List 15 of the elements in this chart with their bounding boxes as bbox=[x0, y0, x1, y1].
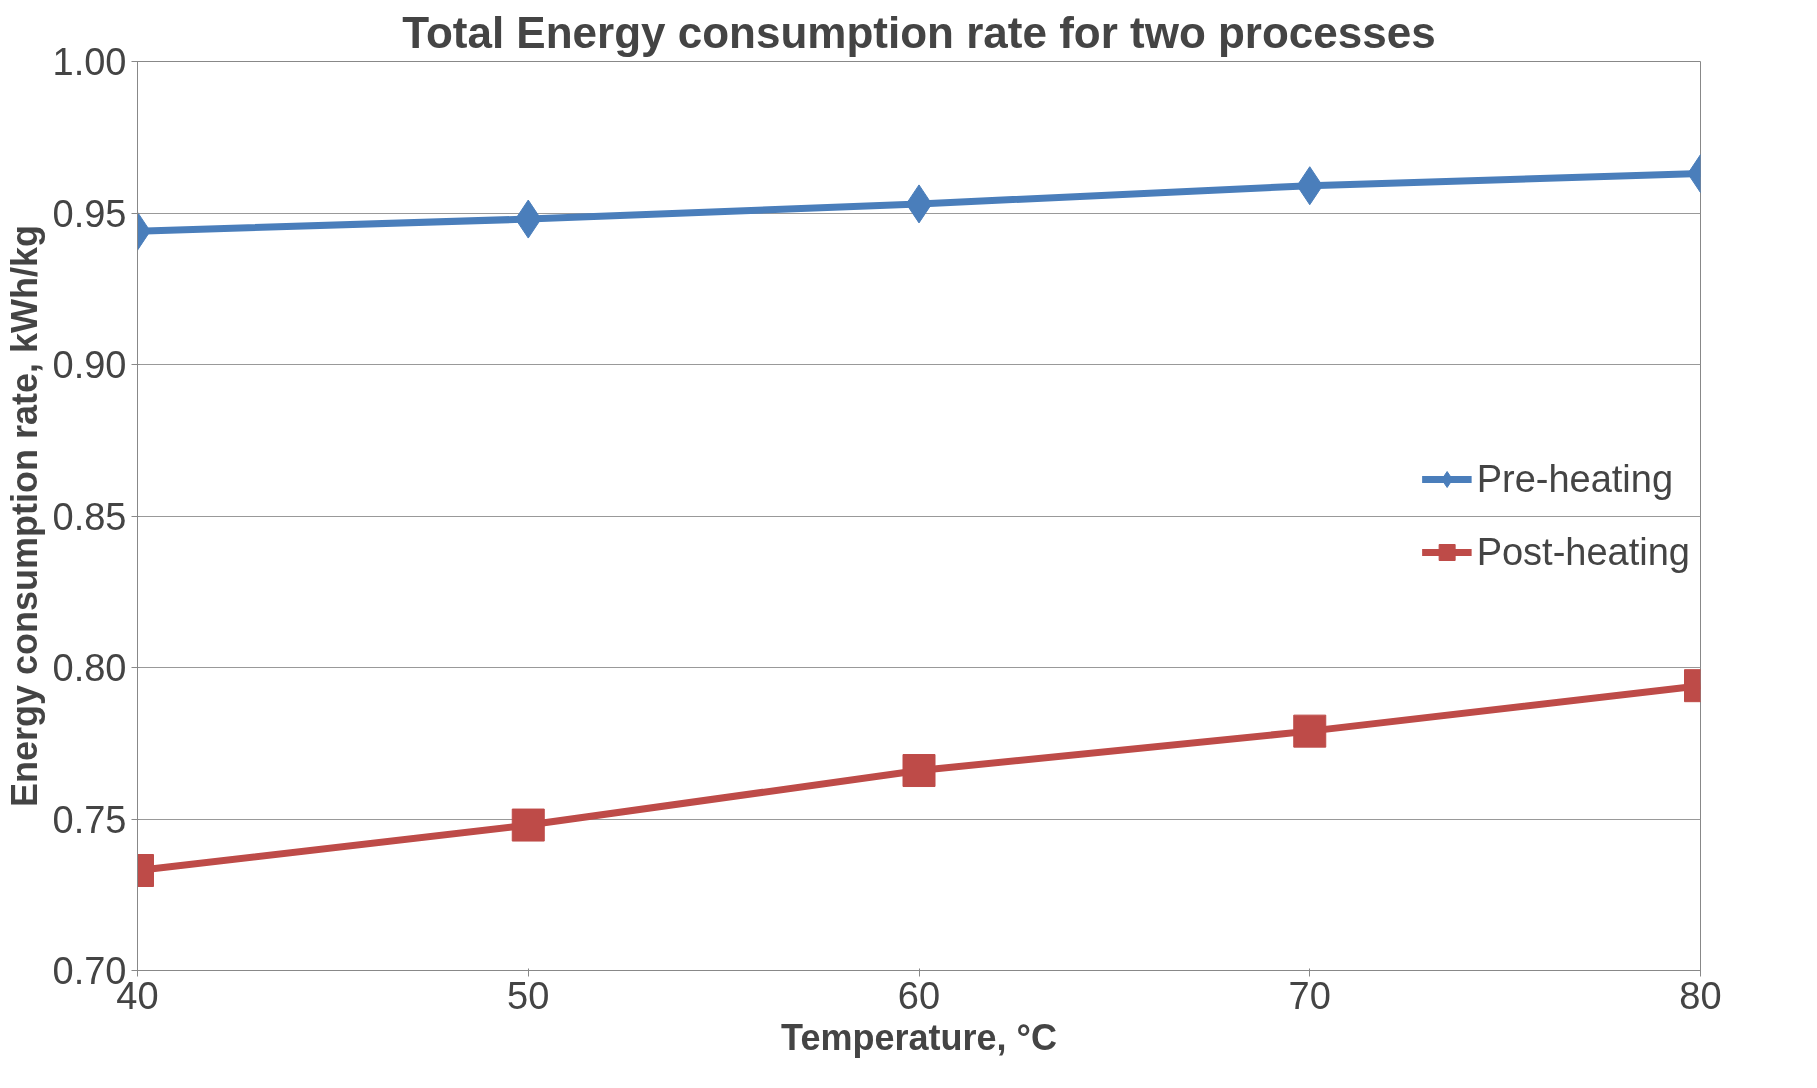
x-tick-label: 80 bbox=[1679, 974, 1722, 1017]
chart-title: Total Energy consumption rate for two processes bbox=[402, 7, 1436, 57]
x-tick-label: 60 bbox=[897, 974, 941, 1017]
legend-label: Pre-heating bbox=[1476, 457, 1674, 501]
y-tick-label: 0.75 bbox=[52, 798, 127, 841]
y-tick-label: 0.95 bbox=[52, 192, 127, 235]
x-axis-title: Temperature, °C bbox=[781, 1016, 1057, 1058]
y-tick-label: 1.00 bbox=[52, 41, 127, 83]
y-tick-label: 0.85 bbox=[52, 495, 127, 538]
y-axis-title: Energy consumption rate, kWh/kg bbox=[3, 224, 45, 808]
legend-label: Post-heating bbox=[1476, 530, 1690, 574]
x-tick-label: 50 bbox=[507, 974, 550, 1017]
x-tick-label: 70 bbox=[1288, 974, 1331, 1017]
y-tick-label: 0.80 bbox=[52, 647, 127, 689]
y-tick-label: 0.90 bbox=[52, 344, 127, 386]
